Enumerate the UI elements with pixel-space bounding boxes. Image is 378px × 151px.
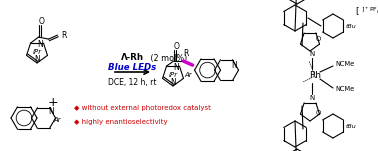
Text: N: N <box>174 63 179 72</box>
Text: iPr: iPr <box>169 72 178 78</box>
Text: O: O <box>315 36 321 42</box>
Text: [: [ <box>355 6 358 16</box>
Text: Rh: Rh <box>309 72 321 80</box>
Text: O: O <box>39 17 45 26</box>
Text: N: N <box>37 40 43 49</box>
Text: iPr: iPr <box>33 49 42 55</box>
Text: tBu: tBu <box>345 124 356 129</box>
Text: N: N <box>309 95 314 101</box>
Text: ◆ without external photoredox catalyst: ◆ without external photoredox catalyst <box>74 105 211 111</box>
Text: Ar: Ar <box>54 117 61 123</box>
Text: O: O <box>174 42 180 51</box>
Text: Λ-Rh: Λ-Rh <box>121 53 144 63</box>
Text: N: N <box>34 55 40 64</box>
Text: Blue LEDs: Blue LEDs <box>108 64 156 72</box>
Text: ]$^+$PF$_6^-$: ]$^+$PF$_6^-$ <box>361 6 378 16</box>
Text: O: O <box>315 110 321 116</box>
Text: +: + <box>48 96 58 109</box>
Text: (2 mol%): (2 mol%) <box>148 53 187 63</box>
Text: tBu: tBu <box>345 24 356 29</box>
Text: N: N <box>232 61 237 70</box>
Text: NCMe: NCMe <box>335 86 355 92</box>
Text: NCMe: NCMe <box>335 61 355 67</box>
Text: Ar: Ar <box>185 72 192 78</box>
Text: DCE, 12 h, rt: DCE, 12 h, rt <box>108 79 156 87</box>
Text: ◆ highly enantioselectivity: ◆ highly enantioselectivity <box>74 119 167 125</box>
Text: N: N <box>170 78 176 87</box>
Text: N: N <box>49 108 54 117</box>
Text: N: N <box>309 51 314 57</box>
Text: R: R <box>61 31 66 40</box>
Text: R: R <box>183 49 188 58</box>
